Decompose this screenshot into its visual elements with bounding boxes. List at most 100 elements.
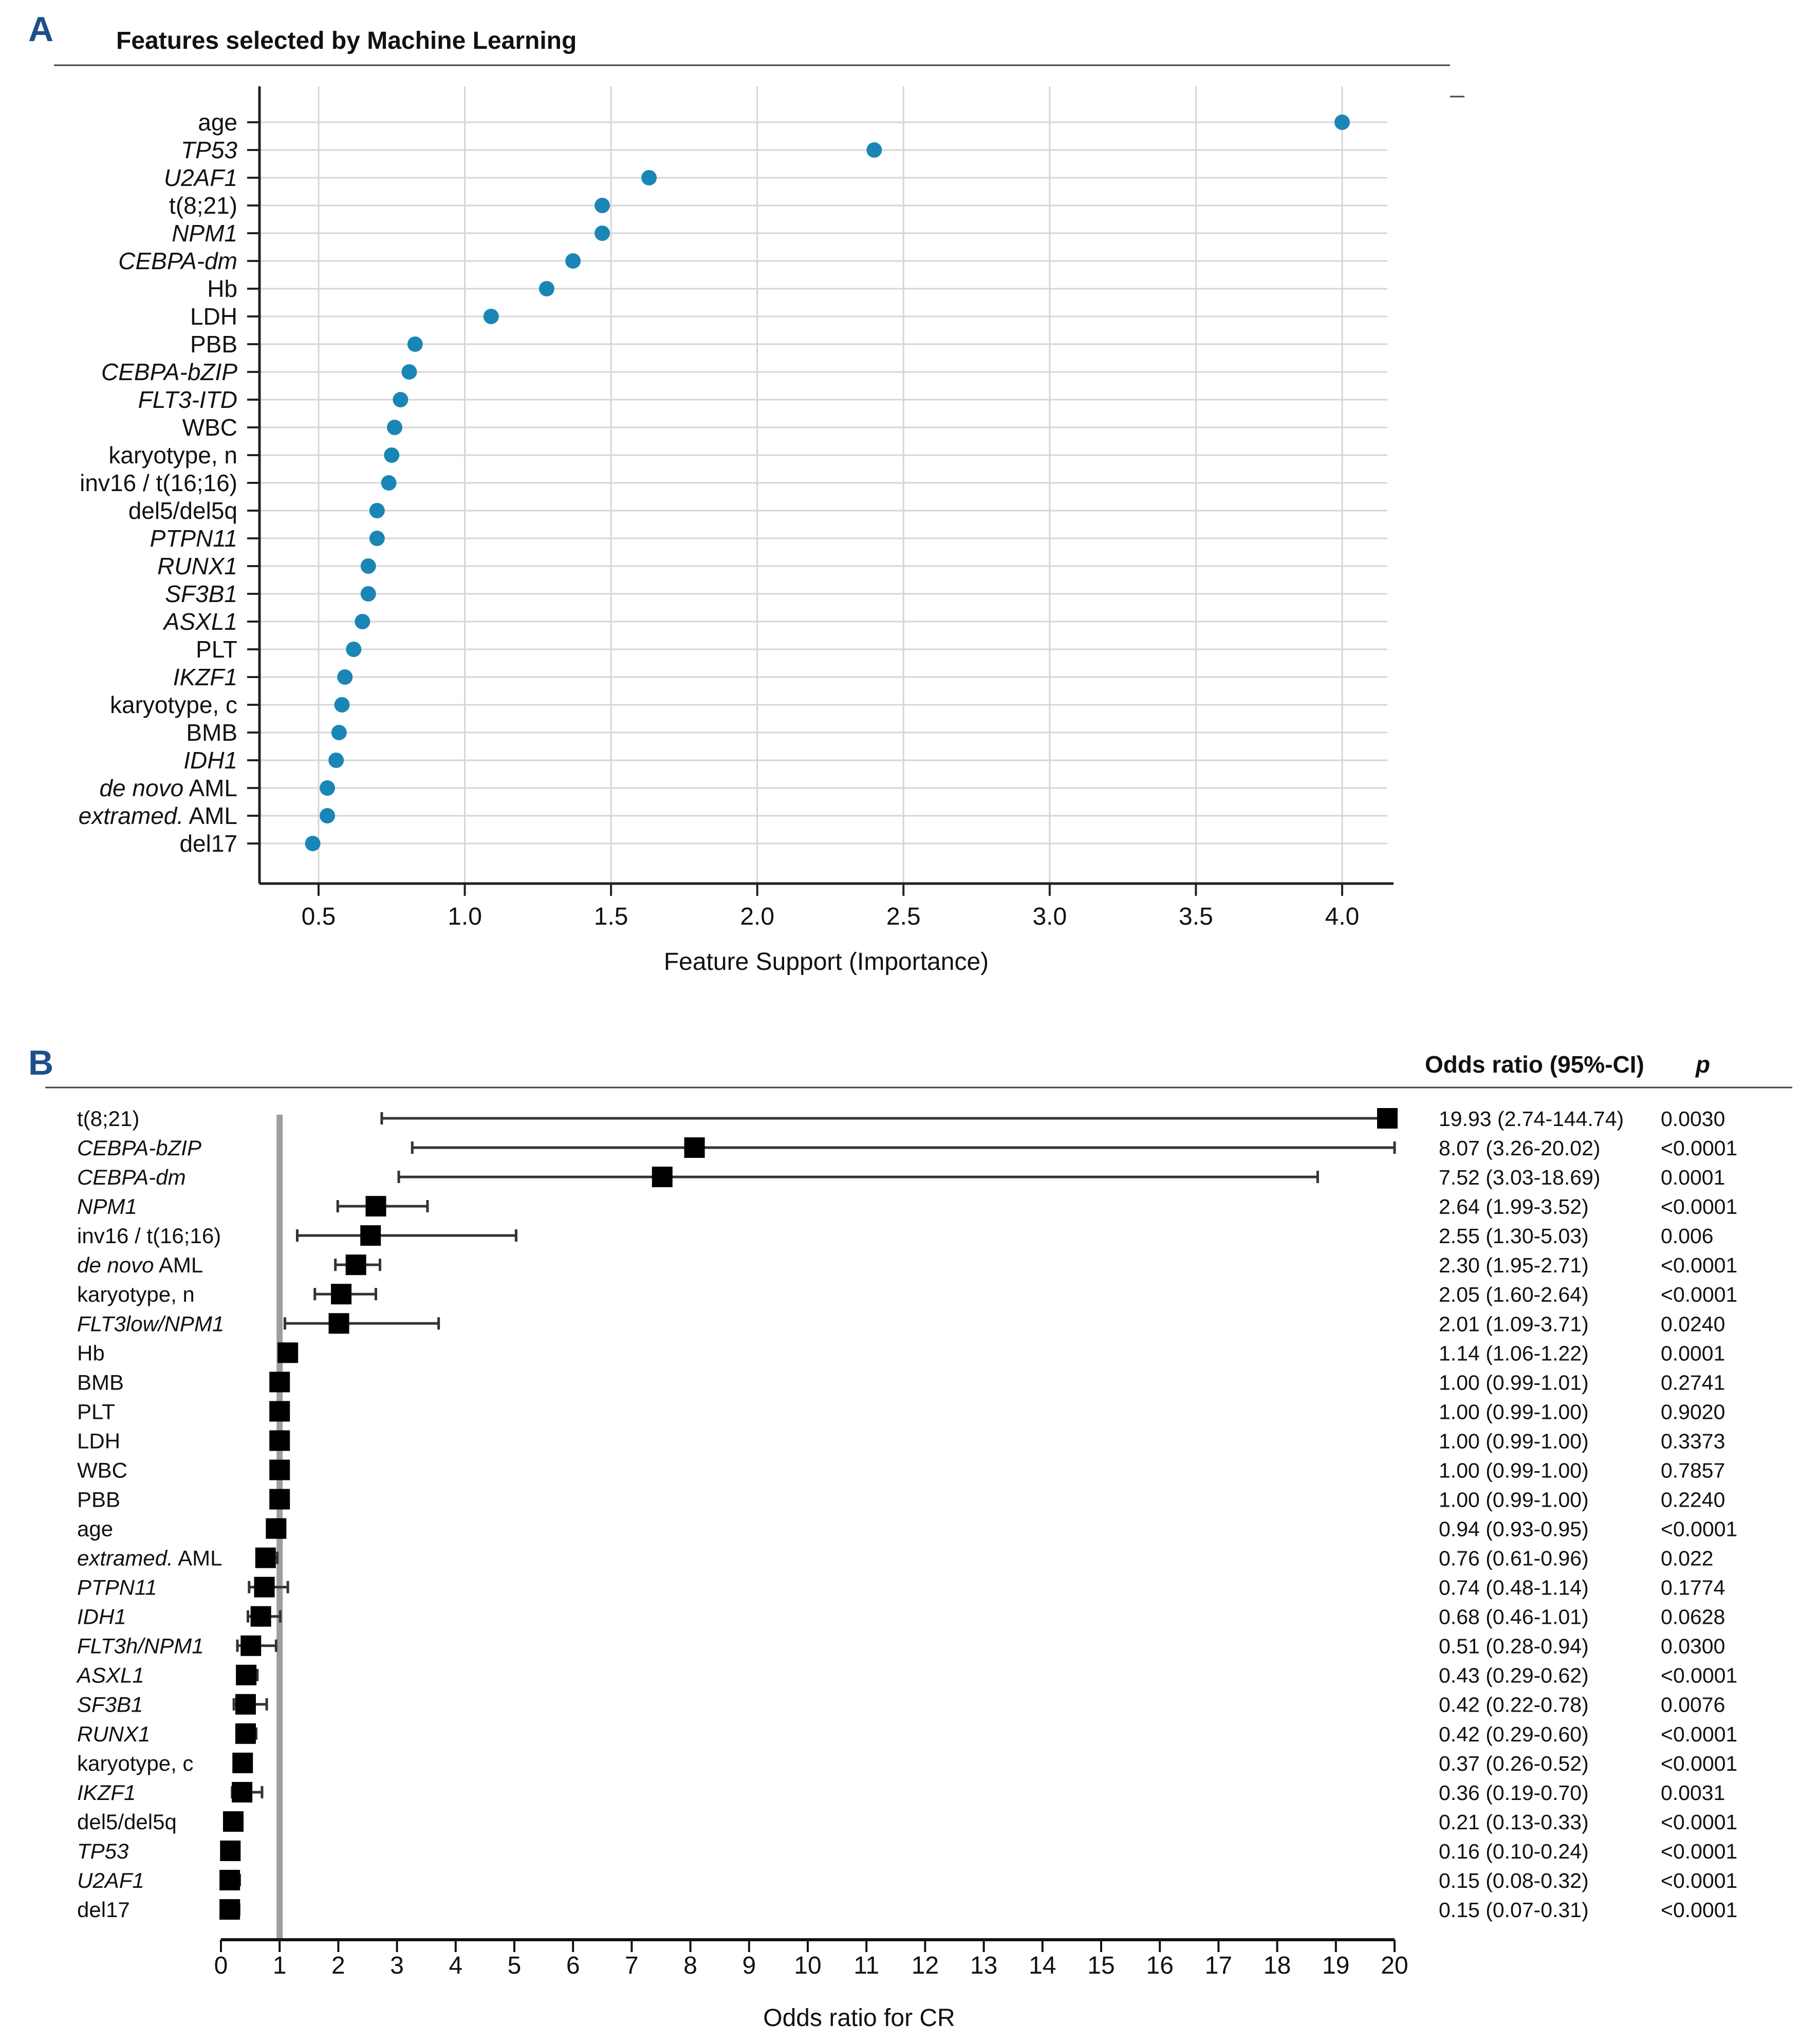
importance-point (641, 170, 657, 185)
panel-a-title: Features selected by Machine Learning (116, 27, 577, 54)
odds-ratio-marker (219, 1899, 240, 1920)
x-tick-label: 6 (566, 1952, 580, 1979)
p-value: 0.0031 (1661, 1781, 1725, 1805)
p-value: <0.0001 (1661, 1136, 1737, 1160)
p-value: 0.2240 (1661, 1488, 1725, 1511)
row-label: WBC (77, 1458, 127, 1482)
x-tick-label: 14 (1029, 1952, 1056, 1979)
x-tick-label: 3.0 (1032, 903, 1067, 930)
row-label: del5/del5q (77, 1810, 177, 1834)
odds-ratio-marker (220, 1840, 241, 1861)
p-value: <0.0001 (1661, 1195, 1737, 1218)
importance-point (360, 586, 376, 602)
feature-label: IKZF1 (173, 664, 237, 690)
p-value: <0.0001 (1661, 1752, 1737, 1775)
or-ci-value: 2.55 (1.30-5.03) (1439, 1224, 1589, 1248)
or-ci-value: 2.05 (1.60-2.64) (1439, 1283, 1589, 1306)
importance-point (328, 753, 344, 768)
feature-label: BMB (186, 719, 237, 746)
x-tick-label: 20 (1381, 1952, 1408, 1979)
or-ci-value: 2.64 (1.99-3.52) (1439, 1195, 1589, 1218)
row-label: de novo AML (77, 1253, 203, 1277)
odds-ratio-marker (345, 1254, 366, 1276)
or-ci-value: 1.00 (0.99-1.01) (1439, 1371, 1589, 1394)
feature-label: PTPN11 (150, 525, 237, 552)
x-tick-label: 13 (970, 1952, 997, 1979)
row-label: extramed. AML (77, 1546, 222, 1570)
odds-ratio-marker (277, 1342, 299, 1363)
or-ci-value: 0.37 (0.26-0.52) (1439, 1752, 1589, 1775)
row-label: Hb (77, 1341, 105, 1365)
or-ci-value: 19.93 (2.74-144.74) (1439, 1107, 1624, 1131)
or-ci-value: 0.68 (0.46-1.01) (1439, 1605, 1589, 1629)
feature-label: Hb (207, 275, 237, 302)
panel-a-letter: A (28, 10, 53, 49)
row-label: CEBPA-dm (77, 1165, 186, 1189)
importance-point (384, 447, 400, 463)
odds-ratio-marker (235, 1694, 256, 1715)
odds-ratio-marker (236, 1664, 257, 1685)
row-label: PBB (77, 1487, 120, 1511)
feature-label: karyotype, c (110, 691, 237, 718)
panel-a-x-ticks: 0.5 1.0 1.5 2.0 2.5 3.0 3.5 4.0 (247, 121, 1359, 930)
feature-label: SF3B1 (165, 580, 237, 607)
x-tick-label: 0 (214, 1952, 228, 1979)
x-tick-label: 2.0 (740, 903, 774, 930)
x-tick-label: 10 (794, 1952, 821, 1979)
feature-label: inv16 / t(16;16) (80, 470, 237, 496)
p-value: 0.0628 (1661, 1605, 1725, 1629)
feature-label: CEBPA-dm (118, 248, 237, 274)
odds-ratio-marker (232, 1752, 253, 1773)
row-label: t(8;21) (77, 1107, 139, 1131)
odds-ratio-marker (255, 1547, 276, 1568)
importance-point (483, 309, 499, 324)
or-ci-value: 0.15 (0.07-0.31) (1439, 1898, 1589, 1922)
feature-label: ASXL1 (162, 608, 237, 635)
x-tick-label: 0.5 (302, 903, 336, 930)
row-label: IKZF1 (77, 1780, 136, 1805)
p-value: 0.0240 (1661, 1312, 1725, 1336)
x-tick-label: 2 (331, 1952, 345, 1979)
importance-point (320, 808, 336, 823)
importance-point (401, 364, 417, 380)
p-value: <0.0001 (1661, 1517, 1737, 1541)
p-column-header: p (1695, 1051, 1710, 1078)
odds-ratio-marker (1377, 1108, 1398, 1129)
importance-point (539, 281, 554, 296)
p-value: 0.1774 (1661, 1576, 1725, 1600)
p-value: 0.0030 (1661, 1107, 1725, 1131)
odds-ratio-marker (328, 1313, 349, 1334)
x-tick-label: 18 (1264, 1952, 1291, 1979)
panel-a-gridlines (259, 86, 1387, 884)
x-tick-label: 15 (1087, 1952, 1115, 1979)
importance-point (360, 558, 376, 574)
p-value: <0.0001 (1661, 1810, 1737, 1834)
panel-b-x-label: Odds ratio for CR (763, 2004, 955, 2032)
odds-ratio-marker (269, 1459, 290, 1480)
odds-ratio-marker (269, 1489, 290, 1510)
or-ci-value: 2.30 (1.95-2.71) (1439, 1253, 1589, 1277)
or-ci-value: 2.01 (1.09-3.71) (1439, 1312, 1589, 1336)
or-ci-value: 0.16 (0.10-0.24) (1439, 1840, 1589, 1863)
feature-label: del17 (179, 830, 237, 857)
p-value: 0.0001 (1661, 1166, 1725, 1189)
or-ci-value: 8.07 (3.26-20.02) (1439, 1136, 1601, 1160)
panel-b-letter: B (28, 1043, 53, 1082)
or-ci-value: 0.15 (0.08-0.32) (1439, 1869, 1589, 1892)
row-label: FLT3h/NPM1 (77, 1634, 204, 1658)
row-label: karyotype, n (77, 1282, 195, 1306)
p-value: <0.0001 (1661, 1283, 1737, 1306)
panel-a: A Features selected by Machine Learning … (28, 10, 1464, 976)
feature-label: CEBPA-bZIP (101, 359, 237, 385)
or-ci-value: 0.21 (0.13-0.33) (1439, 1810, 1589, 1834)
odds-ratio-marker (331, 1284, 352, 1305)
x-tick-label: 7 (625, 1952, 639, 1979)
odds-ratio-marker (360, 1225, 381, 1246)
or-ci-value: 0.36 (0.19-0.70) (1439, 1781, 1589, 1805)
odds-ratio-marker (269, 1401, 290, 1422)
row-label: PLT (77, 1399, 115, 1423)
feature-label: RUNX1 (157, 553, 237, 579)
p-value: 0.3373 (1661, 1429, 1725, 1453)
feature-label: del5/del5q (128, 497, 237, 524)
